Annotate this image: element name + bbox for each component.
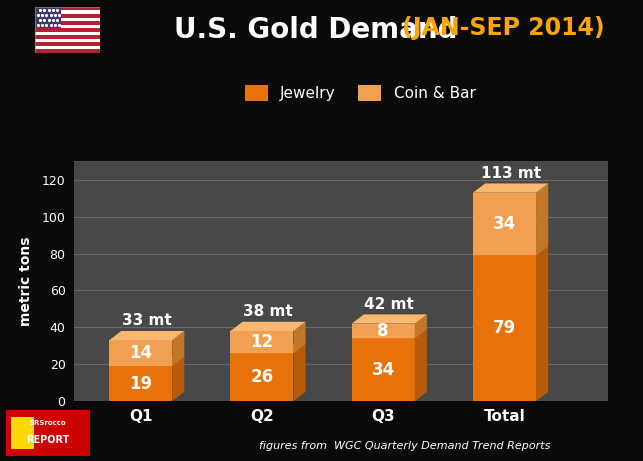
Text: 42 mt: 42 mt xyxy=(365,296,414,312)
Legend: Jewelry, Coin & Bar: Jewelry, Coin & Bar xyxy=(239,79,482,107)
Text: 12: 12 xyxy=(250,333,273,351)
Bar xyxy=(35,32,100,35)
Text: figures from  WGC Quarterly Demand Trend Reports: figures from WGC Quarterly Demand Trend … xyxy=(259,441,551,451)
Text: 33 mt: 33 mt xyxy=(122,313,172,328)
Polygon shape xyxy=(230,353,293,401)
Bar xyxy=(35,46,100,49)
Text: REPORT: REPORT xyxy=(26,435,70,445)
Polygon shape xyxy=(536,246,548,401)
Polygon shape xyxy=(172,331,185,366)
Text: 14: 14 xyxy=(129,344,152,362)
Polygon shape xyxy=(473,183,548,193)
Polygon shape xyxy=(109,357,185,366)
Text: U.S. Gold Demand: U.S. Gold Demand xyxy=(174,16,467,44)
Bar xyxy=(35,18,100,21)
Text: 38 mt: 38 mt xyxy=(243,304,293,319)
Polygon shape xyxy=(109,340,172,366)
Polygon shape xyxy=(352,324,415,338)
Text: 34: 34 xyxy=(372,361,395,379)
Polygon shape xyxy=(352,338,415,401)
Polygon shape xyxy=(230,344,305,353)
Text: 26: 26 xyxy=(250,368,273,386)
Polygon shape xyxy=(230,331,293,353)
Y-axis label: metric tons: metric tons xyxy=(19,236,33,326)
Bar xyxy=(35,49,100,53)
Polygon shape xyxy=(473,246,548,255)
Text: 8: 8 xyxy=(377,322,389,340)
Polygon shape xyxy=(109,331,185,340)
Text: 19: 19 xyxy=(129,374,152,393)
Text: SRSrocco: SRSrocco xyxy=(30,420,66,426)
Polygon shape xyxy=(473,193,536,255)
Polygon shape xyxy=(230,322,305,331)
Bar xyxy=(35,21,100,24)
Polygon shape xyxy=(293,322,305,353)
Polygon shape xyxy=(352,314,427,324)
Text: 34: 34 xyxy=(493,215,516,233)
Polygon shape xyxy=(109,366,172,401)
Bar xyxy=(35,42,100,46)
Bar xyxy=(35,7,61,28)
Text: 79: 79 xyxy=(493,319,516,337)
Bar xyxy=(35,28,100,32)
Polygon shape xyxy=(352,329,427,338)
Bar xyxy=(35,39,100,42)
Bar xyxy=(35,14,100,18)
Polygon shape xyxy=(473,255,536,401)
Polygon shape xyxy=(293,344,305,401)
Text: (JAN-SEP 2014): (JAN-SEP 2014) xyxy=(402,16,604,40)
Polygon shape xyxy=(415,329,427,401)
Text: 113 mt: 113 mt xyxy=(480,165,541,181)
Bar xyxy=(10,417,34,449)
Polygon shape xyxy=(536,183,548,255)
Bar xyxy=(35,7,100,11)
Bar xyxy=(35,24,100,28)
Polygon shape xyxy=(415,314,427,338)
Bar xyxy=(35,11,100,14)
Polygon shape xyxy=(172,357,185,401)
Bar xyxy=(35,35,100,39)
